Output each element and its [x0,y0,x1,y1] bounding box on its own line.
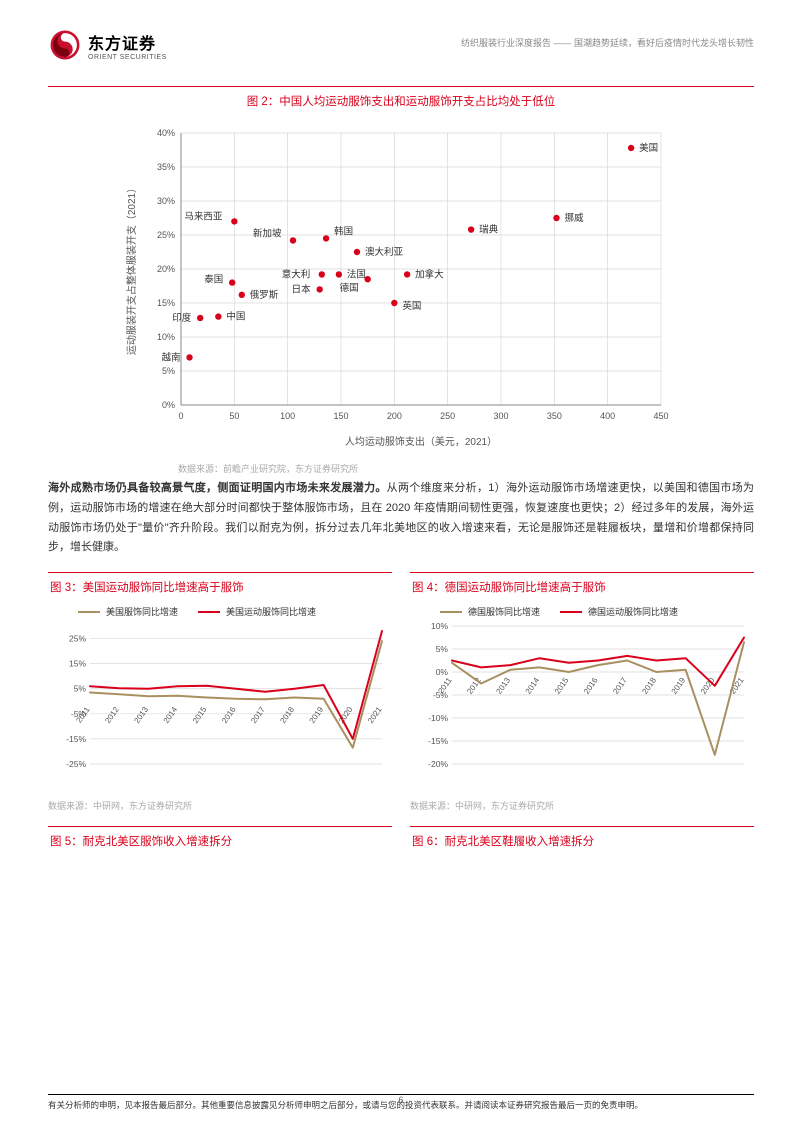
svg-text:2018: 2018 [640,676,658,696]
svg-text:2015: 2015 [191,705,209,725]
svg-text:中国: 中国 [226,311,245,323]
svg-text:加拿大: 加拿大 [415,268,444,280]
svg-text:2015: 2015 [553,676,571,696]
svg-text:2013: 2013 [132,705,150,725]
svg-text:澳大利亚: 澳大利亚 [365,246,404,258]
svg-text:2013: 2013 [494,676,512,696]
svg-text:2011: 2011 [436,676,454,696]
page-header: 东方证券 ORIENT SECURITIES 纺织服装行业深度报告 —— 国潮趋… [48,28,754,62]
svg-text:2017: 2017 [611,676,629,696]
svg-text:2018: 2018 [278,705,296,725]
fig3-legend2: 美国运动服饰同比增速 [226,605,316,618]
svg-text:100: 100 [280,411,295,421]
svg-text:20%: 20% [157,264,175,274]
svg-text:挪威: 挪威 [564,212,584,224]
svg-text:0%: 0% [436,667,449,677]
svg-text:2016: 2016 [220,705,238,725]
fig4-title: 图 4：德国运动服饰同比增速高于服饰 [410,572,754,599]
svg-text:35%: 35% [157,162,175,172]
svg-text:5%: 5% [436,644,449,654]
svg-text:法国: 法国 [347,268,366,280]
svg-text:-15%: -15% [428,736,448,746]
fig2-title: 图 2：中国人均运动服饰支出和运动服饰开支占比均处于低位 [48,86,754,113]
svg-text:0: 0 [178,411,183,421]
svg-text:人均运动服饰支出（美元，2021）: 人均运动服饰支出（美元，2021） [345,435,497,448]
svg-text:新加坡: 新加坡 [253,227,282,239]
svg-text:450: 450 [653,411,668,421]
svg-text:2014: 2014 [162,705,180,725]
svg-text:30%: 30% [157,196,175,206]
svg-text:10%: 10% [157,332,175,342]
orient-logo-icon [48,28,82,62]
svg-text:2019: 2019 [308,705,326,725]
fig4-legend1: 德国服饰同比增速 [468,605,540,618]
svg-text:2021: 2021 [366,705,384,725]
fig4-legend2: 德国运动服饰同比增速 [588,605,678,618]
svg-text:400: 400 [600,411,615,421]
svg-text:0%: 0% [162,400,175,410]
fig4-legend: 德国服饰同比增速 德国运动服饰同比增速 [440,605,754,618]
svg-text:俄罗斯: 俄罗斯 [250,289,279,301]
svg-text:越南: 越南 [162,351,181,363]
svg-text:25%: 25% [157,230,175,240]
svg-text:300: 300 [493,411,508,421]
fig4-source: 数据来源：中研网，东方证券研究所 [410,799,754,812]
logo-text-cn: 东方证券 [88,30,167,54]
svg-text:10%: 10% [431,621,448,631]
svg-text:15%: 15% [157,298,175,308]
svg-text:250: 250 [440,411,455,421]
fig6-title: 图 6：耐克北美区鞋履收入增速拆分 [410,826,754,853]
page-footer: 有关分析师的申明，见本报告最后部分。其他重要信息披露见分析师申明之后部分，或请与… [48,1094,754,1111]
svg-text:2011: 2011 [74,705,92,725]
svg-text:-20%: -20% [428,759,448,769]
svg-text:运动服装开支占整体服装开支（2021）: 运动服装开支占整体服装开支（2021） [125,183,138,355]
fig4-chart: -20%-15%-10%-5%0%5%10%201120122013201420… [410,620,754,793]
svg-text:40%: 40% [157,128,175,138]
svg-text:德国: 德国 [340,282,359,294]
svg-text:2019: 2019 [670,676,688,696]
svg-text:日本: 日本 [292,283,312,295]
svg-text:-15%: -15% [66,734,86,744]
fig3-legend1: 美国服饰同比增速 [106,605,178,618]
svg-text:-25%: -25% [66,759,86,769]
svg-text:50: 50 [229,411,239,421]
svg-text:印度: 印度 [172,312,192,324]
svg-text:25%: 25% [69,634,86,644]
fig2-chart: 0% 5% 10% 15% 20% 25% 30% 35% 40% 0 50 100 150 200 250… [121,123,681,456]
logo: 东方证券 ORIENT SECURITIES [48,28,167,62]
body-paragraph: 海外成熟市场仍具备较高景气度，侧面证明国内市场未来发展潜力。从两个维度来分析，1… [48,479,754,558]
fig2-source: 数据来源：前瞻产业研究院，东方证券研究所 [178,462,754,475]
svg-text:200: 200 [387,411,402,421]
svg-text:意大利: 意大利 [282,268,311,280]
svg-text:泰国: 泰国 [204,274,223,286]
svg-text:5%: 5% [162,366,175,376]
svg-text:2012: 2012 [103,705,121,725]
svg-text:瑞典: 瑞典 [479,224,499,236]
svg-text:美国: 美国 [639,142,658,154]
svg-text:马来西亚: 马来西亚 [184,211,223,222]
fig3-chart: -25%-15%-5%5%15%25%201120122013201420152… [48,620,392,793]
header-subtitle: 纺织服装行业深度报告 —— 国潮趋势延续，看好后疫情时代龙头增长韧性 [461,36,754,49]
fig3-title: 图 3：美国运动服饰同比增速高于服饰 [48,572,392,599]
svg-text:2017: 2017 [249,705,267,725]
svg-text:2016: 2016 [582,676,600,696]
svg-text:350: 350 [547,411,562,421]
svg-text:韩国: 韩国 [334,225,353,237]
fig5-title: 图 5：耐克北美区服饰收入增速拆分 [48,826,392,853]
page-number: 6 [48,1095,754,1105]
svg-text:英国: 英国 [402,300,421,312]
svg-text:15%: 15% [69,659,86,669]
svg-text:5%: 5% [74,684,87,694]
body-lead: 海外成熟市场仍具备较高景气度，侧面证明国内市场未来发展潜力。 [48,482,387,494]
fig3-legend: 美国服饰同比增速 美国运动服饰同比增速 [78,605,392,618]
svg-text:150: 150 [333,411,348,421]
logo-text-en: ORIENT SECURITIES [88,54,167,61]
svg-text:2014: 2014 [524,676,542,696]
svg-text:-10%: -10% [428,713,448,723]
fig3-source: 数据来源：中研网，东方证券研究所 [48,799,392,812]
